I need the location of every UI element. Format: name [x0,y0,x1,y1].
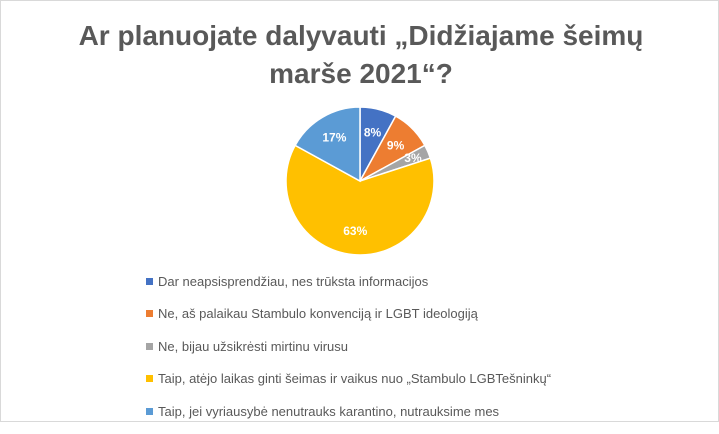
chart-area: Ar planuojate dalyvauti „Didžiajame šeim… [0,0,719,422]
legend-label-4: Taip, jei vyriausybė nenutrauks karantin… [158,403,500,419]
pie-slice-4 [294,106,361,183]
data-label-3: 63% [343,224,367,238]
pie-chart: 8%9%3%63%17% [285,106,435,256]
legend-label-2: Ne, bijau užsikrėsti mirtinu virusu [158,338,349,354]
legend-item-1: Ne, aš palaikau Stambulo konvenciją ir L… [143,304,583,324]
legend-swatch-1 [146,310,153,317]
chart-legend: Dar neapsisprendžiau, nes trūksta inform… [143,271,583,434]
legend-swatch-0 [146,277,153,285]
legend-swatch-4 [146,407,153,415]
legend-item-3: Taip, atėjo laikas ginti šeimas ir vaiku… [143,369,583,389]
legend-swatch-2 [146,342,153,350]
legend-item-4: Taip, jei vyriausybė nenutrauks karantin… [143,401,583,421]
chart-title: Ar planuojate dalyvauti „Didžiajame šeim… [78,20,644,89]
legend-label-3: Taip, atėjo laikas ginti šeimas ir vaiku… [158,371,552,386]
pie-slice-3 [285,144,435,256]
legend-swatch-3 [146,375,153,382]
legend-label-1: Ne, aš palaikau Stambulo konvenciją ir L… [158,306,478,321]
data-label-1: 9% [387,138,405,152]
legend-item-2: Ne, bijau užsikrėsti mirtinu virusu [143,336,583,356]
data-label-4: 17% [322,131,346,145]
legend-item-0: Dar neapsisprendžiau, nes trūksta inform… [143,271,583,291]
data-label-0: 8% [364,125,382,139]
legend-label-0: Dar neapsisprendžiau, nes trūksta inform… [158,273,429,289]
